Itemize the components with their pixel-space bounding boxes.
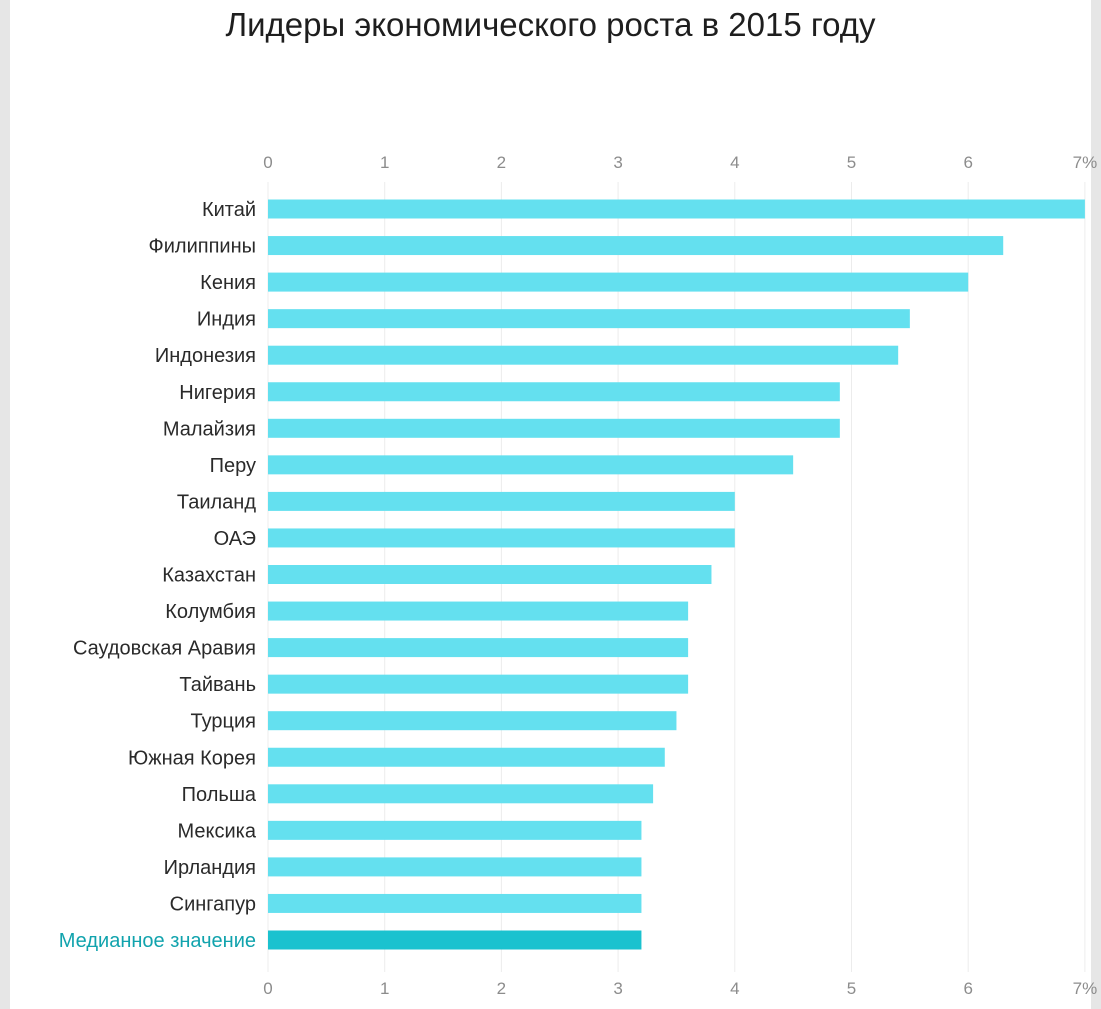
x-tick-label-top: 7%: [1073, 153, 1098, 172]
category-label: Польша: [182, 784, 257, 806]
x-tick-label-top: 1: [380, 153, 389, 172]
category-label: Сингапур: [170, 893, 256, 915]
x-tick-label-bottom: 4: [730, 979, 739, 998]
bar: [268, 784, 654, 804]
bar: [268, 491, 735, 511]
bar: [268, 638, 689, 658]
category-label: Мексика: [178, 820, 257, 842]
category-label: Колумбия: [165, 601, 256, 623]
category-label: Саудовская Аравия: [73, 638, 256, 660]
x-tick-label-top: 0: [263, 153, 272, 172]
x-tick-label-top: 2: [497, 153, 506, 172]
bar: [268, 893, 642, 913]
category-label: Таиланд: [177, 491, 256, 513]
bar: [268, 309, 910, 329]
bar: [268, 199, 1085, 219]
bar: [268, 345, 899, 365]
category-label: Малайзия: [163, 418, 256, 440]
x-tick-label-bottom: 7%: [1073, 979, 1098, 998]
bar: [268, 857, 642, 877]
category-label: Индия: [197, 309, 256, 331]
x-tick-label-top: 6: [963, 153, 972, 172]
category-label: Китай: [202, 199, 256, 221]
bar: [268, 528, 735, 548]
x-tick-label-bottom: 6: [963, 979, 972, 998]
x-tick-label-top: 5: [847, 153, 856, 172]
category-label: Нигерия: [179, 382, 256, 404]
x-tick-label-top: 3: [613, 153, 622, 172]
x-tick-label-bottom: 1: [380, 979, 389, 998]
category-label: Южная Корея: [128, 747, 256, 769]
median-bar: [268, 930, 642, 950]
category-label: Индонезия: [155, 345, 256, 367]
bar: [268, 820, 642, 840]
bar: [268, 601, 689, 621]
bar: [268, 711, 677, 731]
bar: [268, 272, 969, 292]
chart-title: Лидеры экономического роста в 2015 году: [225, 6, 876, 43]
category-label: Ирландия: [164, 857, 256, 879]
bar: [268, 674, 689, 694]
x-tick-label-bottom: 2: [497, 979, 506, 998]
bar: [268, 747, 665, 767]
bar: [268, 418, 840, 438]
bar: [268, 382, 840, 402]
category-label: Перу: [210, 455, 256, 477]
category-label: Казахстан: [162, 565, 256, 587]
x-tick-label-top: 4: [730, 153, 739, 172]
x-tick-label-bottom: 5: [847, 979, 856, 998]
bar: [268, 455, 794, 475]
category-label: ОАЭ: [214, 528, 256, 550]
category-label: Кения: [200, 272, 256, 294]
bar: [268, 236, 1004, 256]
category-label: Филиппины: [149, 236, 256, 258]
bar: [268, 565, 712, 584]
x-tick-label-bottom: 3: [613, 979, 622, 998]
median-label: Медианное значение: [59, 930, 256, 952]
x-tick-label-bottom: 0: [263, 979, 272, 998]
category-label: Тайвань: [179, 674, 256, 696]
category-label: Турция: [191, 711, 256, 733]
